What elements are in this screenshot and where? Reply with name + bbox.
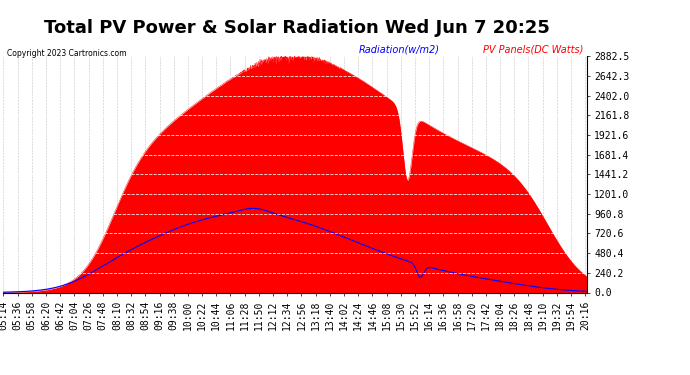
Text: Copyright 2023 Cartronics.com: Copyright 2023 Cartronics.com	[7, 49, 126, 58]
Text: Total PV Power & Solar Radiation Wed Jun 7 20:25: Total PV Power & Solar Radiation Wed Jun…	[43, 19, 550, 37]
Text: Radiation(w/m2): Radiation(w/m2)	[359, 45, 440, 55]
Text: PV Panels(DC Watts): PV Panels(DC Watts)	[483, 45, 583, 55]
